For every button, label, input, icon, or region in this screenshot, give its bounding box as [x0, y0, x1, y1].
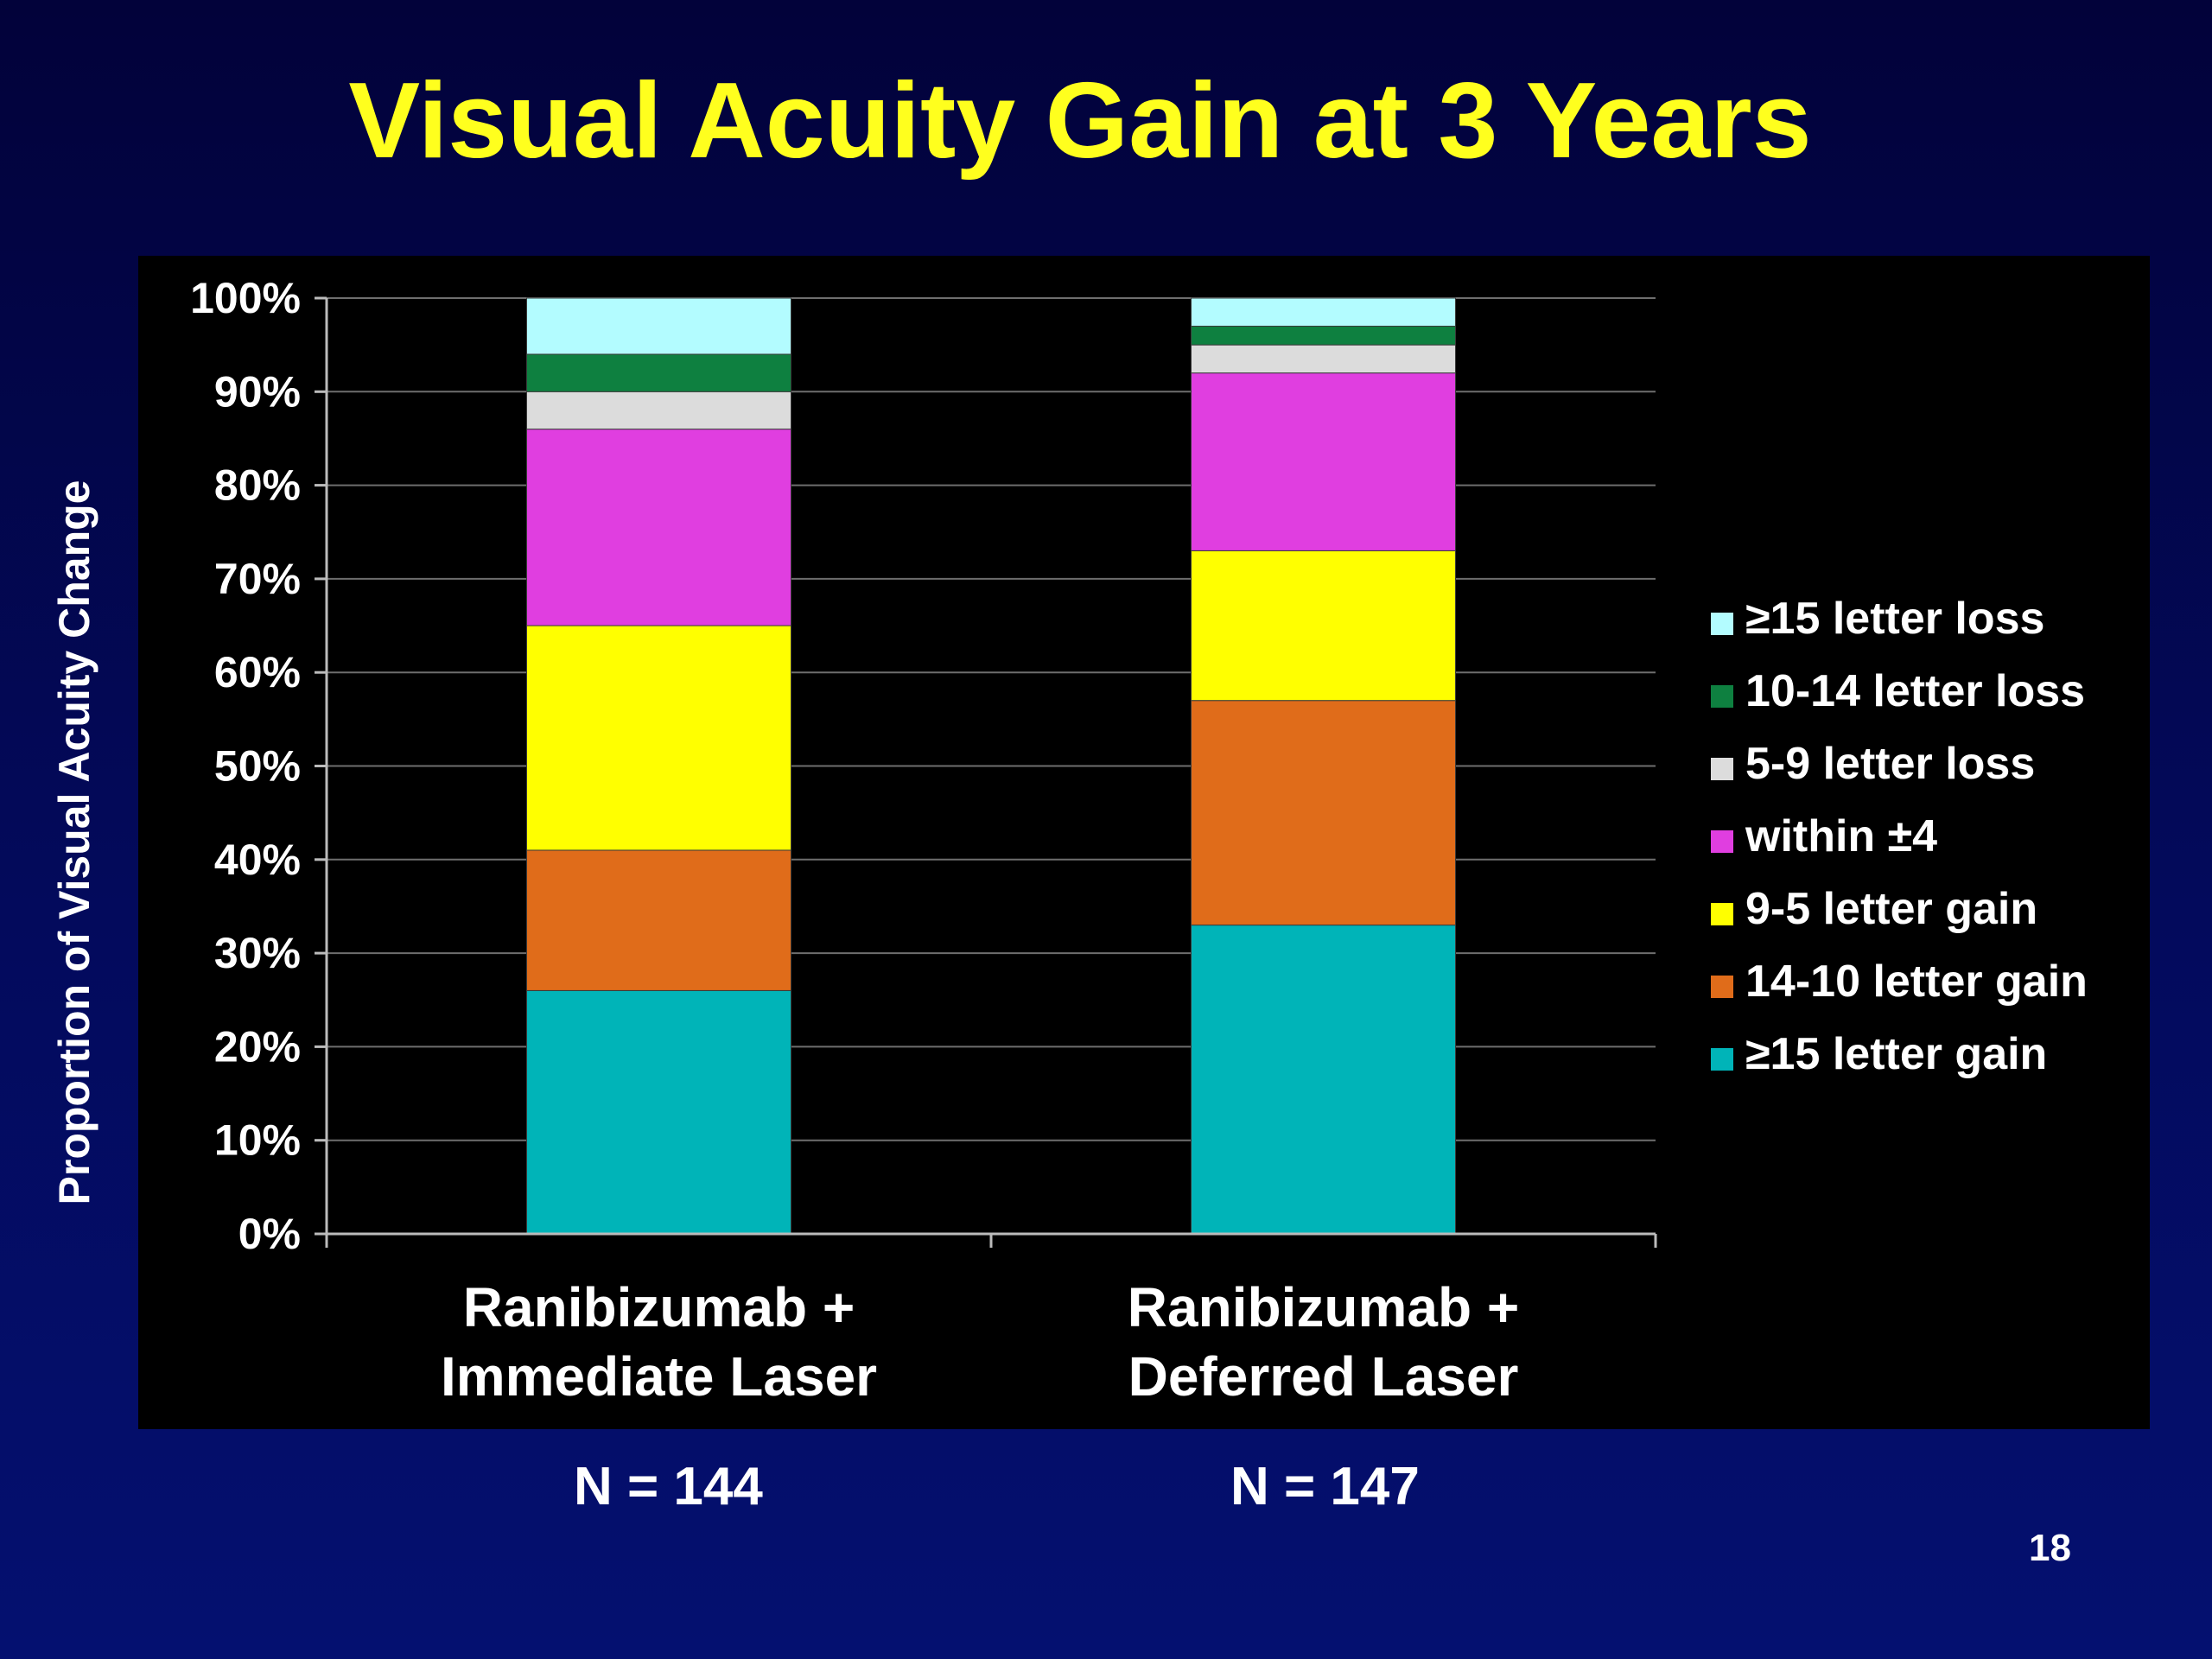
slide-title: Visual Acuity Gain at 3 Years [348, 61, 1812, 181]
legend-label: within ±4 [1745, 811, 1937, 861]
bars [526, 297, 1456, 1235]
n-label-immediate: N = 144 [574, 1457, 763, 1516]
legend-swatch [1711, 1048, 1733, 1071]
x-category-label: Ranibizumab + [1128, 1276, 1519, 1338]
y-tick-label: 20% [214, 1022, 301, 1071]
legend-label: 10-14 letter loss [1745, 666, 2085, 716]
y-tick-label: 50% [214, 742, 301, 791]
bar-segment-2-6 [1191, 325, 1456, 346]
bar-segment-1-7 [526, 297, 791, 355]
y-tick-label: 80% [214, 461, 301, 510]
legend-label: ≥15 letter gain [1745, 1029, 2047, 1079]
bar-segment-1-2 [526, 849, 791, 991]
bar-segment-2-1 [1191, 925, 1456, 1235]
bar-segment-1-3 [526, 625, 791, 851]
x-category-label: Immediate Laser [441, 1345, 877, 1408]
axes [315, 296, 1657, 1248]
legend-swatch [1711, 758, 1733, 780]
y-tick-label: 70% [214, 555, 301, 603]
bar-segment-1-1 [526, 989, 791, 1235]
x-category-label: Ranibizumab + [463, 1276, 855, 1338]
legend-label: 5-9 letter loss [1745, 739, 2035, 789]
page-number: 18 [2029, 1527, 2071, 1569]
y-tick-labels: 0% 10% 20% 30% 40% 50% 60% 70% 80% 90% 100% [190, 274, 301, 1258]
bar-segment-2-3 [1191, 550, 1456, 702]
x-category-label: Deferred Laser [1128, 1345, 1519, 1408]
bar-segment-1-4 [526, 429, 791, 626]
y-tick-label: 30% [214, 929, 301, 977]
legend-label: 14-10 letter gain [1745, 957, 2088, 1007]
y-tick-label: 0% [238, 1210, 301, 1258]
y-tick-label: 90% [214, 367, 301, 416]
legend-swatch [1711, 685, 1733, 708]
bar-segment-1-6 [526, 353, 791, 392]
legend-label: ≥15 letter loss [1745, 594, 2044, 644]
y-tick-label: 100% [190, 274, 301, 322]
bar-segment-2-5 [1191, 344, 1456, 374]
legend-label: 9-5 letter gain [1745, 884, 2037, 934]
legend-swatch [1711, 830, 1733, 853]
bar-segment-2-4 [1191, 372, 1456, 551]
legend-swatch [1711, 903, 1733, 925]
y-tick-label: 10% [214, 1116, 301, 1165]
x-category-labels: Ranibizumab + Immediate Laser Ranibizumab … [441, 1276, 1519, 1408]
legend-swatch [1711, 613, 1733, 635]
legend-swatch [1711, 976, 1733, 998]
bar-segment-2-7 [1191, 297, 1456, 327]
legend: ≥15 letter loss 10-14 letter loss 5-9 lett… [1711, 594, 2088, 1079]
y-tick-label: 60% [214, 648, 301, 696]
bar-segment-1-5 [526, 391, 791, 430]
n-label-deferred: N = 147 [1230, 1457, 1420, 1516]
y-tick-label: 40% [214, 836, 301, 884]
bar-segment-2-2 [1191, 700, 1456, 926]
